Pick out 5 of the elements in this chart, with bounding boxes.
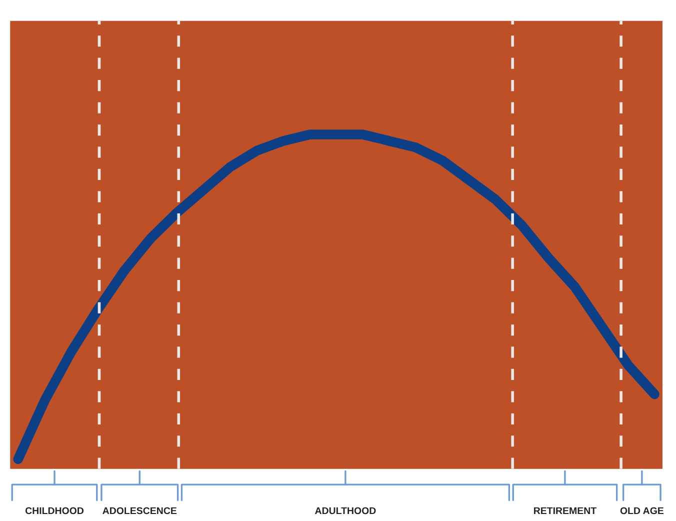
text: RETIREMENT <box>534 507 596 514</box>
text: CHILDHOOD <box>25 507 84 514</box>
text: ADOLESCENCE <box>102 507 177 514</box>
text: ADULTHOOD <box>314 507 376 514</box>
text: OLD AGE <box>620 507 664 514</box>
